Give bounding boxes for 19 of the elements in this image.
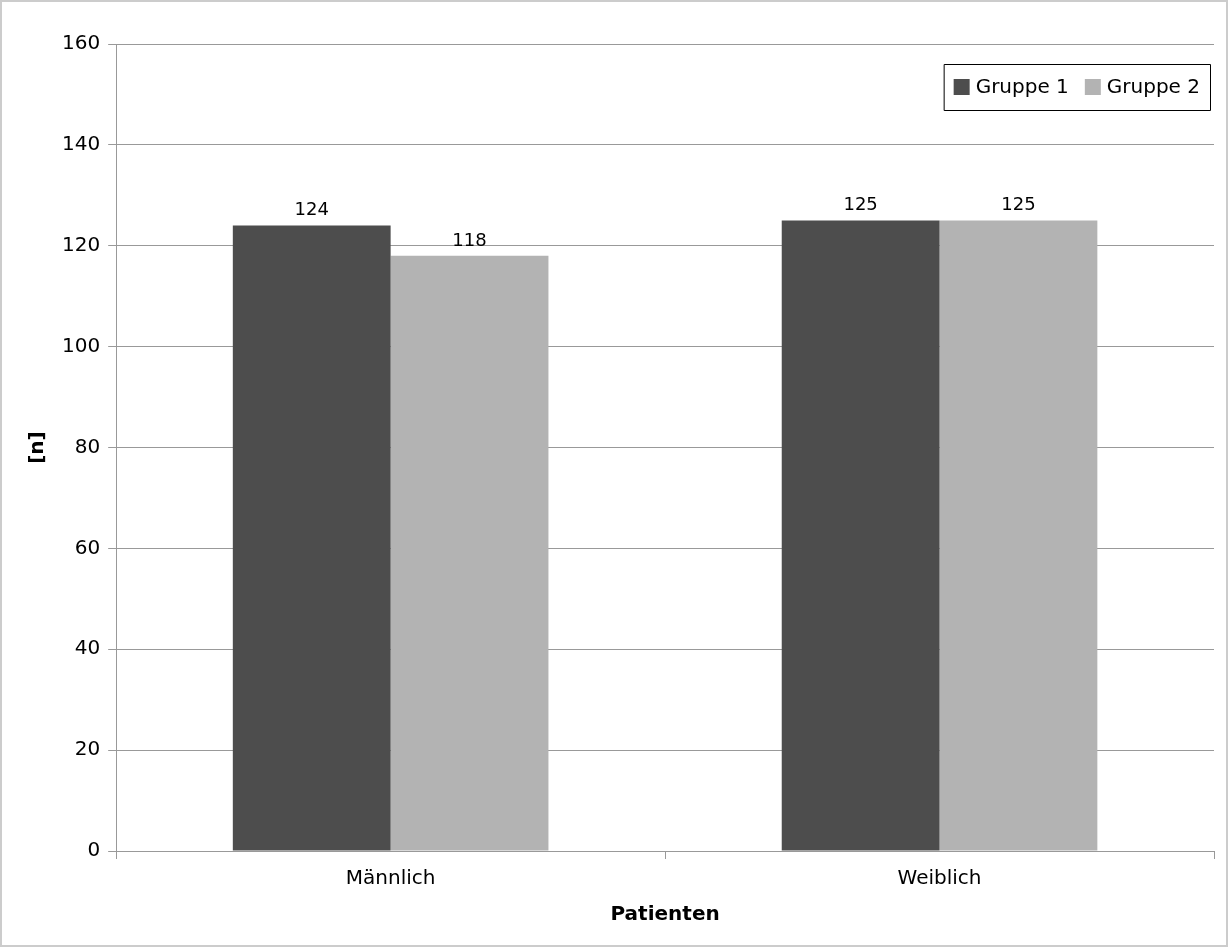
y-tick-label: 80 — [74, 433, 101, 458]
y-tick-label: 40 — [74, 635, 101, 660]
data-label: 118 — [452, 228, 487, 250]
x-tick-label: Männlich — [345, 865, 436, 890]
y-tick-label: 60 — [74, 534, 101, 559]
legend-label: Gruppe 2 — [1106, 74, 1201, 99]
y-tick-label: 140 — [61, 131, 101, 156]
y-axis-title: [n] — [24, 431, 49, 464]
legend-label: Gruppe 1 — [975, 74, 1069, 99]
x-tick-label: Weiblich — [897, 865, 982, 890]
y-tick-label: 160 — [61, 30, 101, 55]
x-axis-title: Patienten — [610, 901, 720, 926]
y-tick-label: 100 — [61, 332, 101, 357]
y-tick-label: 0 — [87, 837, 101, 862]
y-tick-label: 120 — [61, 231, 101, 256]
data-label: 125 — [843, 193, 878, 215]
y-tick-label: 20 — [74, 736, 101, 761]
data-label: 125 — [1001, 193, 1036, 215]
data-label: 124 — [294, 198, 329, 220]
